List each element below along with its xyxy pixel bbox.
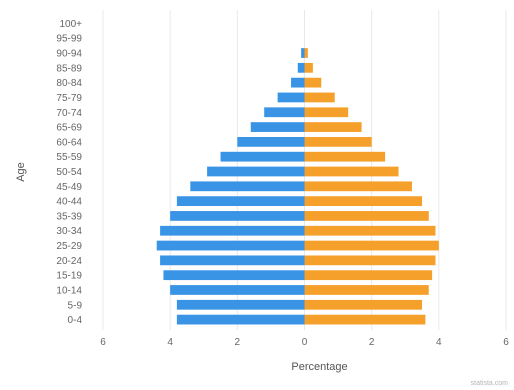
y-tick-label: 75-79 [56, 93, 82, 104]
bar-right [304, 166, 399, 177]
bar-right [304, 107, 349, 118]
bar-left [176, 314, 305, 325]
y-tick-label: 55-59 [56, 152, 82, 163]
bar-right [304, 240, 439, 251]
bar-left [291, 77, 305, 88]
bar-left [163, 270, 305, 281]
bar-right [304, 299, 423, 310]
y-tick-label: 45-49 [56, 182, 82, 193]
x-tick-label: 2 [235, 337, 241, 348]
y-tick-label: 5-9 [68, 300, 83, 311]
bar-right [304, 181, 412, 192]
bar-left [160, 225, 305, 236]
bar-left [301, 48, 305, 58]
y-tick-label: 20-24 [56, 256, 82, 267]
y-tick-label: 80-84 [56, 78, 82, 89]
x-tick-label: 0 [302, 337, 308, 348]
bar-left [176, 299, 305, 310]
bar-right [304, 255, 436, 266]
bar-right [304, 211, 429, 221]
bar-left [176, 196, 305, 207]
bar-left [277, 92, 305, 103]
bar-right [304, 270, 433, 281]
bar-right [304, 225, 436, 236]
bar-left [190, 181, 305, 192]
y-tick-label: 90-94 [56, 49, 82, 60]
bar-right [304, 136, 372, 147]
bar-right [304, 314, 426, 325]
bar-left [170, 285, 305, 295]
y-tick-label: 95-99 [56, 34, 82, 45]
bar-right [304, 196, 423, 207]
x-tick-label: 6 [100, 337, 106, 348]
bar-left [237, 136, 305, 147]
y-tick-label: 50-54 [56, 167, 82, 178]
bar-left [160, 255, 305, 266]
bar-left [297, 62, 305, 73]
bar-right [304, 62, 313, 73]
bar-left [170, 211, 305, 221]
y-tick-label: 25-29 [56, 241, 82, 252]
y-tick-label: 85-89 [56, 63, 82, 74]
y-tick-label: 35-39 [56, 211, 82, 222]
x-tick-label: 4 [167, 337, 173, 348]
bar-left [156, 240, 305, 251]
y-tick-label: 10-14 [56, 285, 82, 296]
y-tick-label: 70-74 [56, 108, 82, 119]
y-axis-title: Age [15, 162, 27, 182]
bar-right [304, 151, 386, 162]
bar-right [304, 92, 335, 103]
bar-left [207, 166, 305, 177]
y-tick-label: 15-19 [56, 271, 82, 282]
bar-right [304, 48, 308, 58]
bars [156, 48, 439, 325]
bar-left [220, 151, 305, 162]
x-tick-label: 4 [436, 337, 442, 348]
bar-right [304, 122, 362, 132]
watermark: statista.com [470, 380, 508, 387]
bar-left [264, 107, 305, 118]
y-tick-label: 30-34 [56, 226, 82, 237]
bar-right [304, 77, 322, 88]
y-tick-label: 40-44 [56, 197, 82, 208]
y-tick-label: 100+ [59, 19, 82, 30]
x-axis-title: Percentage [291, 361, 347, 373]
y-tick-label: 60-64 [56, 137, 82, 148]
y-tick-label: 65-69 [56, 123, 82, 134]
x-tick-labels: 6 4 2 0 2 4 6 [100, 337, 509, 348]
y-tick-label: 0-4 [68, 315, 83, 326]
bar-right [304, 285, 429, 295]
x-tick-label: 6 [503, 337, 509, 348]
x-tick-label: 2 [369, 337, 375, 348]
y-tick-labels: 0-4 5-9 10-14 15-19 20-24 25-29 30-34 35-39 40-4… [56, 19, 82, 326]
bar-left [250, 122, 305, 132]
